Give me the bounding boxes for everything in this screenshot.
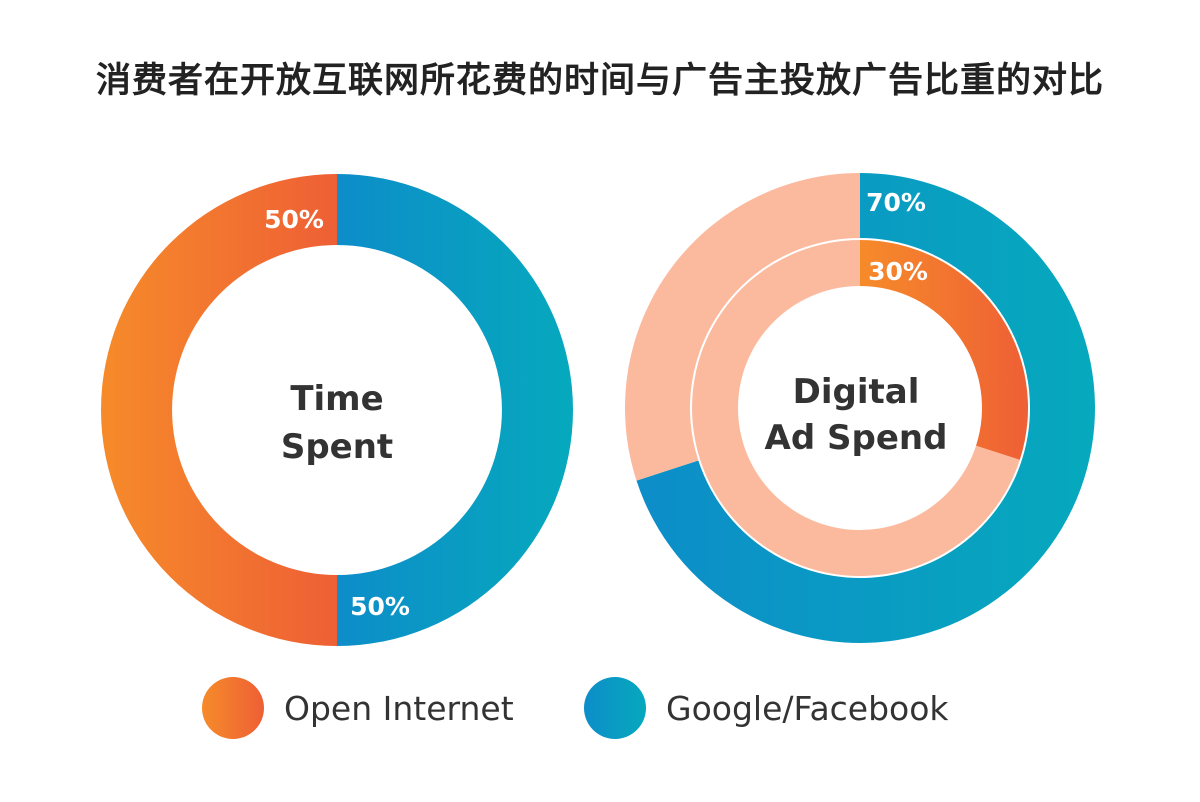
ad-spend-inner-label: 30%	[868, 257, 928, 286]
time-spent-open-internet-label: 50%	[264, 205, 324, 234]
legend-label-google-facebook: Google/Facebook	[666, 688, 949, 728]
time-spent-center-label-line1: Time	[290, 379, 383, 419]
legend-item-open-internet: Open Internet	[202, 676, 514, 740]
ad-spend-outer-label: 70%	[866, 188, 926, 217]
legend-item-google-facebook: Google/Facebook	[584, 676, 949, 740]
time-spent-open-internet-slice	[101, 174, 337, 646]
open-internet-swatch	[202, 677, 264, 739]
time-spent-center-label-line2: Spent	[281, 427, 393, 467]
ad-spend-inner-open-internet-arc	[860, 240, 1028, 460]
chart-title: 消费者在开放互联网所花费的时间与广告主投放广告比重的对比	[95, 61, 1104, 101]
time-spent-google-facebook-slice	[337, 174, 573, 646]
time-spent-donut: 50% 50% Time Spent	[101, 174, 573, 646]
ad-spend-outer-rest-arc	[625, 172, 860, 481]
ad-spend-center-label-line2: Ad Spend	[765, 418, 948, 458]
time-spent-google-facebook-label: 50%	[350, 592, 410, 621]
legend-label-open-internet: Open Internet	[284, 688, 514, 728]
ad-spend-center-label-line1: Digital	[793, 372, 920, 412]
google-facebook-swatch	[584, 677, 646, 739]
digital-ad-spend-donut: 70% 30% Digital Ad Spend	[625, 172, 1095, 643]
